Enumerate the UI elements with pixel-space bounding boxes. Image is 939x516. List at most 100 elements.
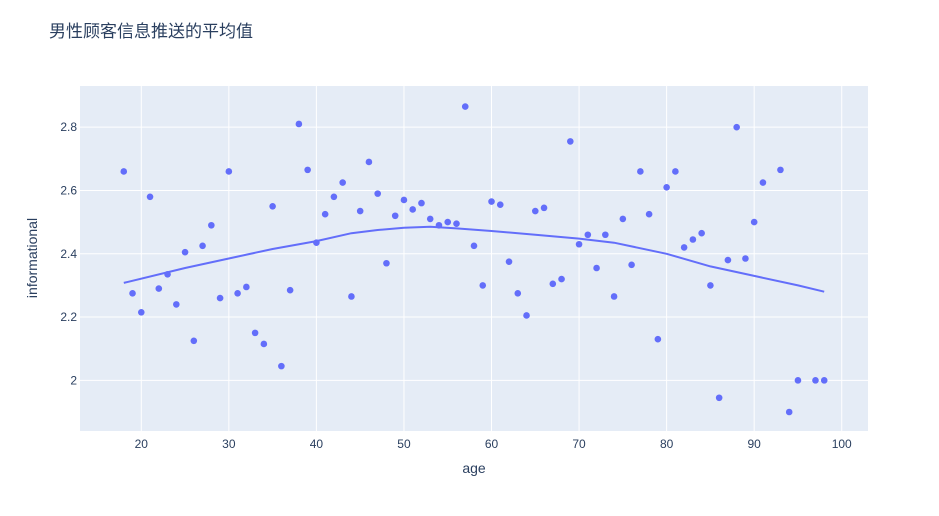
data-point: [321, 210, 329, 218]
data-point: [304, 166, 311, 174]
data-point: [663, 183, 670, 191]
x-tick-label: 90: [747, 437, 761, 451]
data-point: [742, 255, 749, 262]
data-point: [733, 123, 740, 131]
data-point: [426, 215, 434, 223]
data-point: [137, 309, 145, 316]
data-point: [269, 202, 276, 210]
data-point: [540, 204, 548, 212]
data-point: [260, 340, 268, 348]
data-point: [435, 221, 443, 229]
data-point: [374, 190, 381, 197]
data-point: [680, 244, 688, 251]
data-point: [479, 282, 487, 289]
x-tick-labels: 20 30 40 50 60 70 80 90 100: [135, 437, 852, 451]
data-point: [575, 240, 583, 248]
data-point: [549, 280, 557, 288]
data-point: [672, 168, 679, 175]
data-point: [654, 335, 662, 343]
data-point: [251, 329, 259, 337]
data-point: [628, 261, 635, 269]
x-tick-label: 40: [310, 437, 324, 451]
data-point: [365, 158, 373, 166]
data-point: [785, 408, 793, 416]
data-point: [488, 198, 495, 205]
data-point: [514, 290, 522, 297]
data-point: [356, 207, 364, 215]
data-point: [777, 166, 784, 174]
data-point: [689, 236, 697, 243]
data-point: [348, 293, 355, 300]
data-point: [637, 168, 644, 175]
data-point: [339, 179, 346, 186]
y-tick-label: 2: [70, 373, 77, 387]
data-point: [278, 362, 285, 370]
data-point: [400, 196, 408, 204]
data-point: [225, 168, 233, 175]
data-point: [567, 138, 574, 145]
data-point: [724, 256, 732, 264]
data-point: [181, 248, 189, 256]
data-point: [794, 377, 802, 384]
data-point: [558, 275, 565, 283]
data-point: [593, 264, 600, 272]
data-point: [391, 212, 399, 220]
data-point: [129, 290, 136, 297]
y-tick-label: 2.8: [60, 120, 77, 134]
data-point: [243, 283, 250, 291]
smoothed-line-layer: [123, 225, 825, 293]
plot-background: [80, 86, 868, 431]
data-point: [190, 337, 198, 345]
data-point: [523, 312, 530, 319]
data-point: [812, 377, 819, 384]
x-tick-label: 50: [397, 437, 411, 451]
data-point: [173, 301, 180, 308]
data-point: [645, 210, 653, 218]
data-point: [715, 394, 723, 402]
x-tick-label: 30: [222, 437, 236, 451]
data-point: [750, 218, 758, 226]
data-point: [759, 179, 767, 186]
data-point: [234, 290, 241, 297]
data-point: [120, 168, 128, 175]
data-point: [820, 377, 828, 384]
x-tick-label: 80: [660, 437, 674, 451]
y-tick-label: 2.4: [60, 247, 77, 261]
data-point: [444, 218, 452, 226]
data-point: [610, 293, 618, 300]
y-axis-title: informational: [24, 218, 40, 298]
data-point: [584, 231, 592, 239]
data-point: [619, 215, 627, 223]
data-point: [418, 199, 425, 207]
x-tick-label: 60: [485, 437, 499, 451]
data-point: [216, 294, 224, 302]
data-point: [155, 285, 163, 292]
data-point: [505, 258, 513, 265]
data-point: [409, 206, 417, 213]
y-tick-label: 2.2: [60, 310, 77, 324]
x-tick-label: 70: [572, 437, 586, 451]
data-point: [286, 286, 294, 294]
data-point: [707, 282, 714, 289]
data-point: [531, 207, 539, 215]
data-point: [199, 242, 206, 250]
y-tick-labels: 2 2.2 2.4 2.6 2.8: [60, 120, 77, 387]
data-point: [330, 193, 338, 201]
x-tick-label: 20: [135, 437, 149, 451]
data-point: [496, 201, 504, 208]
data-point: [461, 103, 469, 110]
y-tick-label: 2.6: [60, 183, 77, 197]
data-point: [295, 120, 303, 128]
data-point: [602, 231, 609, 239]
data-point: [208, 221, 215, 229]
data-point: [698, 229, 705, 237]
data-point: [164, 271, 171, 278]
data-point: [146, 193, 154, 201]
scatter-points: [120, 103, 828, 416]
data-point: [383, 259, 390, 267]
x-tick-label: 100: [832, 437, 852, 451]
data-point: [313, 239, 320, 246]
x-axis-title: age: [462, 460, 486, 476]
data-point: [470, 242, 478, 250]
